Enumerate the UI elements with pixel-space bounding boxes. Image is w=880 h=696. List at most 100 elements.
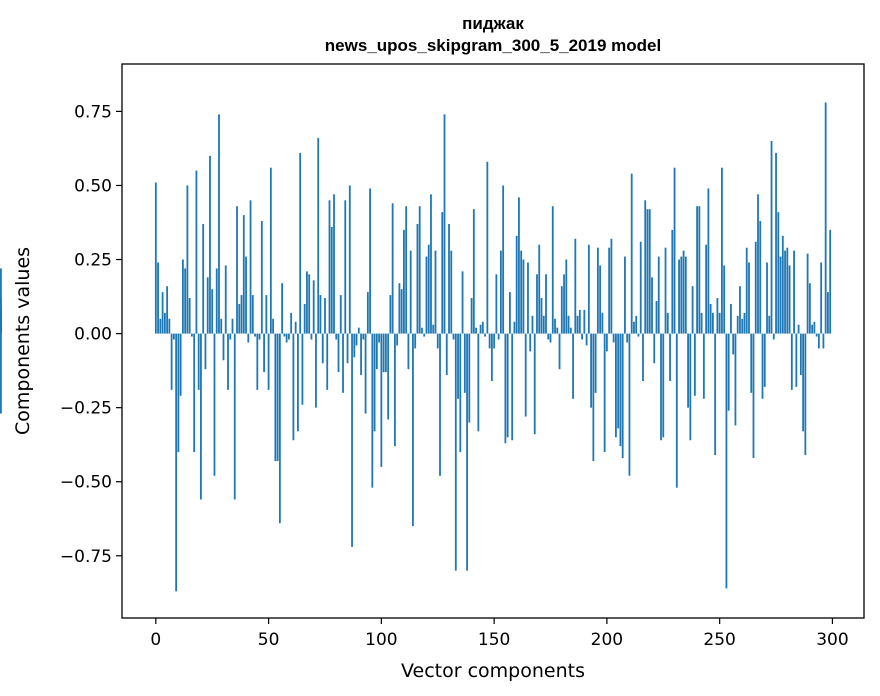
- bar-component-82: [339, 295, 342, 334]
- bar-component-297: [824, 102, 827, 334]
- bar-component-248: [714, 333, 717, 456]
- bar-component-135: [459, 333, 462, 453]
- bar-component-80: [335, 333, 338, 340]
- bar-component-262: [745, 247, 748, 334]
- bar-component-148: [488, 333, 491, 349]
- bar-component-261: [743, 312, 746, 334]
- bar-component-16: [191, 333, 193, 337]
- bar-component-280: [786, 247, 789, 334]
- bar-component-233: [680, 256, 683, 334]
- bar-component-259: [739, 286, 741, 334]
- bar-component-237: [689, 333, 692, 441]
- bar-component-84: [344, 200, 347, 334]
- bar-component-205: [617, 333, 620, 429]
- bar-component-271: [766, 262, 768, 334]
- bar-component-122: [430, 194, 432, 334]
- bar-component-279: [784, 250, 786, 334]
- bar-component-142: [475, 327, 477, 334]
- bar-component-134: [457, 333, 459, 399]
- bar-component-67: [306, 271, 308, 334]
- bar-component-208: [624, 256, 626, 334]
- bar-component-253: [725, 333, 728, 589]
- bar-component-59: [287, 333, 290, 340]
- bar-component-221: [653, 333, 656, 364]
- bar-component-241: [698, 206, 701, 334]
- y-tick-label: 0.25: [74, 251, 112, 271]
- bar-component-264: [750, 333, 753, 393]
- bar-component-159: [513, 321, 516, 334]
- bar-component-104: [389, 295, 392, 334]
- bar-component-119: [423, 333, 426, 337]
- y-tick-label: 0.75: [74, 102, 112, 122]
- bar-component-224: [660, 333, 662, 441]
- bar-component-245: [707, 188, 710, 334]
- y-tick-label: 0.50: [74, 176, 112, 196]
- bar-component-132: [452, 333, 455, 340]
- bar-component-15: [188, 298, 191, 334]
- bar-component-299: [829, 229, 832, 334]
- bar-component-157: [509, 292, 511, 334]
- bar-component-89: [355, 333, 358, 346]
- bar-component-239: [693, 333, 696, 396]
- bar-component-55: [278, 333, 281, 524]
- bar-component-164: [524, 333, 527, 417]
- bar-component-131: [450, 250, 453, 334]
- bar-component-105: [391, 203, 394, 334]
- bar-component-13: [184, 268, 187, 334]
- bar-component-288: [804, 333, 807, 456]
- bar-component-50: [267, 333, 270, 390]
- bar-component-52: [272, 318, 274, 334]
- bar-component-229: [671, 229, 674, 334]
- bar-component-187: [576, 315, 579, 334]
- bar-component-225: [662, 333, 665, 438]
- bar-component-223: [657, 256, 660, 334]
- bar-component-138: [466, 333, 468, 571]
- y-tick-label: −0.75: [60, 547, 112, 567]
- bar-component-28: [218, 114, 220, 334]
- bar-component-145: [481, 321, 484, 334]
- bar-component-200: [605, 333, 608, 352]
- bar-component-6: [168, 318, 171, 334]
- bar-component-249: [716, 298, 719, 334]
- x-tick-label: 150: [478, 630, 510, 650]
- bar-component-98: [375, 333, 378, 370]
- bar-component-124: [434, 250, 437, 334]
- bar-component-116: [416, 223, 419, 334]
- x-axis-ticks: 0 50 100 150 200 250 300: [150, 618, 849, 650]
- bar-component-295: [820, 262, 823, 334]
- bar-component-274: [772, 333, 775, 340]
- bar-component-252: [723, 265, 726, 334]
- bar-component-254: [727, 333, 730, 411]
- bar-component-35: [233, 333, 236, 500]
- bar-component-4: [163, 312, 166, 334]
- bar-component-64: [299, 152, 302, 334]
- bar-component-263: [748, 262, 750, 334]
- bar-component-165: [527, 262, 529, 334]
- bar-component-112: [407, 333, 410, 370]
- bar-component-36: [236, 206, 238, 334]
- bar-component-170: [538, 244, 541, 334]
- bar-component-42: [249, 200, 252, 334]
- bar-component-172: [542, 315, 545, 334]
- bar-component-215: [639, 241, 642, 334]
- bar-component-undefined: [0, 333, 2, 414]
- bar-component-47: [260, 221, 263, 334]
- bar-component-294: [817, 333, 820, 349]
- bar-component-70: [312, 280, 315, 334]
- bar-component-125: [436, 333, 439, 349]
- bar-component-270: [763, 333, 766, 387]
- bar-component-177: [554, 318, 556, 334]
- bar-component-23: [206, 277, 209, 334]
- bar-component-256: [732, 333, 735, 355]
- bar-component-160: [515, 235, 518, 334]
- bar-component-101: [382, 333, 385, 373]
- bar-component-175: [549, 333, 552, 343]
- bar-component-44: [254, 333, 256, 337]
- bar-component-258: [736, 315, 739, 334]
- bar-component-282: [790, 333, 793, 390]
- bar-component-115: [414, 333, 417, 349]
- bar-component-111: [405, 206, 408, 334]
- bar-component-213: [635, 315, 638, 334]
- bar-component-219: [648, 209, 651, 334]
